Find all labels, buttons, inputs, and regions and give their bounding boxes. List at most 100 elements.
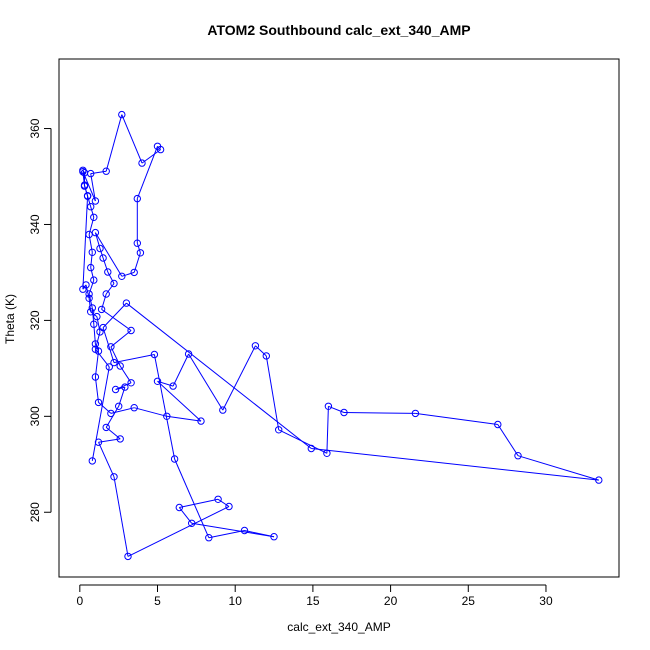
series-segment xyxy=(255,345,267,357)
data-point xyxy=(170,455,179,463)
data-point xyxy=(94,398,103,407)
data-point xyxy=(85,294,93,302)
x-tick-label: 15 xyxy=(306,594,320,608)
series-segment xyxy=(517,455,599,481)
series-segment xyxy=(174,458,210,538)
x-tick-label: 30 xyxy=(539,594,553,608)
series-points xyxy=(79,110,603,561)
y-tick-label: 280 xyxy=(28,502,42,522)
data-point xyxy=(85,290,93,298)
series-segment xyxy=(95,348,110,368)
x-axis-label: calc_ext_340_AMP xyxy=(287,620,390,634)
series-segment xyxy=(222,345,256,411)
x-tick-label: 25 xyxy=(462,594,476,608)
data-point xyxy=(91,373,100,381)
data-point xyxy=(90,213,98,222)
data-point xyxy=(262,352,270,360)
series-segment xyxy=(96,316,101,332)
data-point xyxy=(138,159,146,167)
series-segment xyxy=(166,415,202,422)
data-point xyxy=(127,326,135,335)
data-point xyxy=(411,409,420,418)
series-segment xyxy=(134,407,167,417)
x-tick-label: 0 xyxy=(76,594,83,608)
data-point xyxy=(91,197,100,205)
y-axis: 280 300 320 340 360 xyxy=(28,118,52,522)
data-point xyxy=(219,406,227,414)
y-tick-label: 300 xyxy=(28,406,42,426)
data-point xyxy=(105,363,114,371)
series-segment xyxy=(415,412,498,425)
series-segment xyxy=(343,412,416,414)
data-point xyxy=(163,412,171,420)
y-tick-label: 320 xyxy=(28,310,42,330)
series-segment xyxy=(121,271,135,277)
series-segment xyxy=(217,498,230,507)
series-segment xyxy=(88,279,95,295)
series-segment xyxy=(172,353,190,387)
series-segment xyxy=(121,114,143,164)
series-segment xyxy=(90,311,98,317)
data-point xyxy=(270,533,278,541)
x-axis: 0 5 10 15 20 25 30 xyxy=(76,584,553,608)
data-point xyxy=(87,263,95,272)
data-point xyxy=(595,476,603,484)
data-point xyxy=(110,279,118,288)
data-point xyxy=(87,169,95,178)
data-point xyxy=(307,444,315,453)
data-point xyxy=(83,192,92,200)
data-point xyxy=(88,248,97,257)
series-segment xyxy=(90,173,96,202)
data-point xyxy=(175,503,184,512)
data-point xyxy=(99,254,107,262)
series-segment xyxy=(101,308,132,331)
data-point xyxy=(514,452,522,460)
data-point xyxy=(127,379,135,387)
data-point xyxy=(94,438,103,446)
series-lines xyxy=(82,114,599,557)
data-point xyxy=(122,299,131,307)
series-segment xyxy=(136,146,158,199)
data-point xyxy=(88,304,97,312)
data-point xyxy=(275,426,283,434)
data-point xyxy=(104,268,112,276)
series-segment xyxy=(82,170,85,173)
data-point xyxy=(188,519,196,527)
data-point xyxy=(136,249,145,257)
series-segment xyxy=(90,206,95,218)
data-point xyxy=(80,182,89,190)
series-segment xyxy=(141,149,161,164)
data-point xyxy=(214,495,222,503)
series-segment xyxy=(179,498,219,508)
series-segment xyxy=(157,145,161,150)
x-tick-label: 10 xyxy=(229,594,243,608)
data-point xyxy=(124,552,132,561)
data-point xyxy=(102,167,110,175)
data-point xyxy=(153,377,162,385)
series-segment xyxy=(84,185,89,196)
series-segment xyxy=(87,196,92,207)
data-point xyxy=(323,449,331,457)
series-segment xyxy=(107,271,115,284)
data-point xyxy=(110,473,118,481)
series-segment xyxy=(105,283,115,295)
series-segment xyxy=(126,302,312,449)
data-point xyxy=(96,244,104,253)
chart-title: ATOM2 Southbound calc_ext_340_AMP xyxy=(207,22,470,38)
data-point xyxy=(240,526,249,535)
data-point xyxy=(150,350,159,359)
data-point xyxy=(197,417,205,425)
data-point xyxy=(107,409,115,418)
series-segment xyxy=(113,476,129,557)
x-tick-label: 5 xyxy=(154,594,161,608)
series-segment xyxy=(328,405,345,413)
data-point xyxy=(107,343,115,351)
data-point xyxy=(102,423,110,432)
data-point xyxy=(121,383,129,391)
data-point xyxy=(97,305,106,314)
series-segment xyxy=(127,506,230,557)
series-segment xyxy=(90,267,95,281)
data-point xyxy=(82,281,90,289)
series-segment xyxy=(88,298,92,312)
series-segment xyxy=(94,351,99,378)
